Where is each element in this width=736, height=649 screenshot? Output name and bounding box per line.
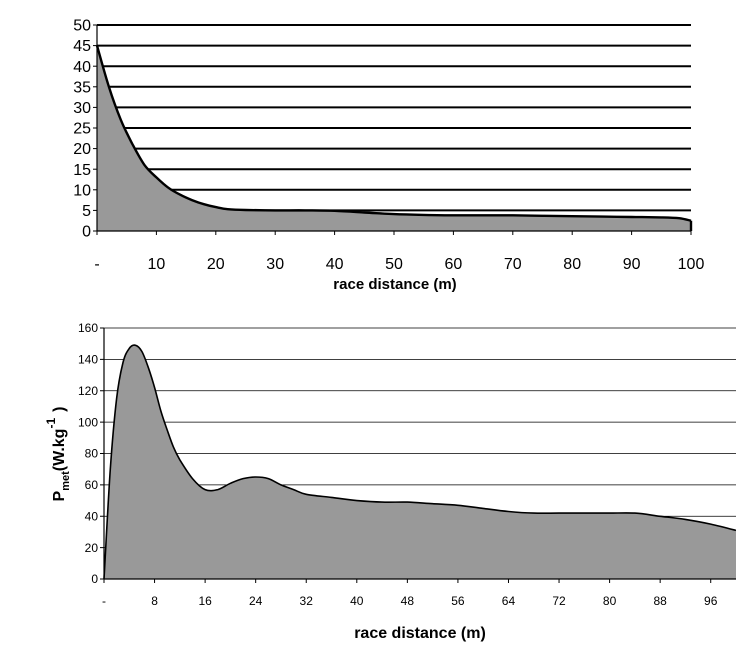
x-tick-label: 40	[326, 256, 344, 273]
y-tick-label: 5	[82, 203, 91, 220]
y-tick-label: 40	[85, 509, 99, 523]
ylabel-subscript: met	[60, 471, 72, 491]
chart-1-x-axis-label: race distance (m)	[333, 276, 456, 293]
x-tick-label: 90	[623, 256, 641, 273]
area-fill	[104, 345, 736, 579]
y-tick-label: 0	[91, 572, 98, 586]
chart-2-area-series	[103, 344, 736, 580]
chart-1: 0 5 10 15 20 25 30 35 40 45 50 - 10 20 30 40 50 60 70 80 90…	[73, 18, 704, 293]
x-tick-label: 88	[653, 594, 667, 608]
y-tick-label: 20	[85, 541, 99, 555]
x-tick-label: 100	[678, 256, 705, 273]
y-tick-label: 160	[78, 321, 98, 335]
chart-1-gridlines	[97, 24, 691, 212]
ylabel-main: P	[51, 490, 68, 501]
y-tick-label: 80	[85, 447, 99, 461]
x-tick-label: 50	[385, 256, 403, 273]
area-fill	[97, 45, 691, 231]
chart-1-axes	[93, 24, 692, 235]
chart-1-y-tick-labels: 0 5 10 15 20 25 30 35 40 45 50	[73, 18, 91, 241]
series-line	[95, 45, 692, 222]
x-tick-label: 80	[603, 594, 617, 608]
y-tick-label: 50	[73, 18, 91, 35]
chart-2-y-tick-labels: 0 20 40 60 80 100 120 140 160	[78, 321, 98, 586]
y-tick-label: 15	[73, 162, 91, 179]
y-tick-label: 30	[73, 100, 91, 117]
y-tick-label: 35	[73, 79, 91, 96]
x-tick-label: 72	[552, 594, 566, 608]
x-tick-label: 40	[350, 594, 364, 608]
y-tick-label: 140	[78, 353, 98, 367]
x-tick-label: -	[94, 256, 99, 273]
y-tick-label: 20	[73, 141, 91, 158]
x-tick-label: 80	[563, 256, 581, 273]
y-tick-label: 60	[85, 478, 99, 492]
chart-1-x-tick-labels: - 10 20 30 40 50 60 70 80 90 100	[94, 256, 704, 273]
x-tick-label: -	[102, 594, 106, 608]
chart-2-axes	[100, 327, 736, 583]
ylabel-close-paren: )	[51, 407, 68, 412]
chart-1-area-series	[95, 45, 693, 231]
y-tick-label: 45	[73, 38, 91, 55]
y-tick-label: 120	[78, 384, 98, 398]
x-tick-label: 8	[151, 594, 158, 608]
ylabel-units: (W.kg	[51, 429, 68, 472]
x-tick-label: 48	[401, 594, 415, 608]
x-tick-label: 24	[249, 594, 263, 608]
y-tick-label: 25	[73, 121, 91, 138]
chart-2-x-axis-label: race distance (m)	[354, 625, 486, 642]
x-tick-label: 64	[502, 594, 516, 608]
x-tick-label: 70	[504, 256, 522, 273]
chart-2: 0 20 40 60 80 100 120 140 160 - 8 16 24 32 40 48 56 64 72…	[44, 321, 736, 642]
ylabel-superscript: -1	[44, 418, 58, 429]
x-tick-label: 96	[704, 594, 718, 608]
x-tick-label: 10	[148, 256, 166, 273]
y-tick-label: 10	[73, 182, 91, 199]
y-tick-label: 0	[82, 224, 91, 241]
x-tick-label: 20	[207, 256, 225, 273]
y-tick-label: 40	[73, 59, 91, 76]
x-tick-label: 16	[198, 594, 212, 608]
x-tick-label: 60	[445, 256, 463, 273]
chart-2-x-tick-labels: - 8 16 24 32 40 48 56 64 72 80 88 96	[102, 594, 718, 608]
x-tick-label: 32	[300, 594, 314, 608]
y-tick-label: 100	[78, 415, 98, 429]
x-tick-label: 56	[451, 594, 465, 608]
series-line	[103, 344, 736, 580]
chart-2-y-axis-label: Pmet(W.kg-1)	[44, 407, 72, 502]
x-tick-label: 30	[266, 256, 284, 273]
